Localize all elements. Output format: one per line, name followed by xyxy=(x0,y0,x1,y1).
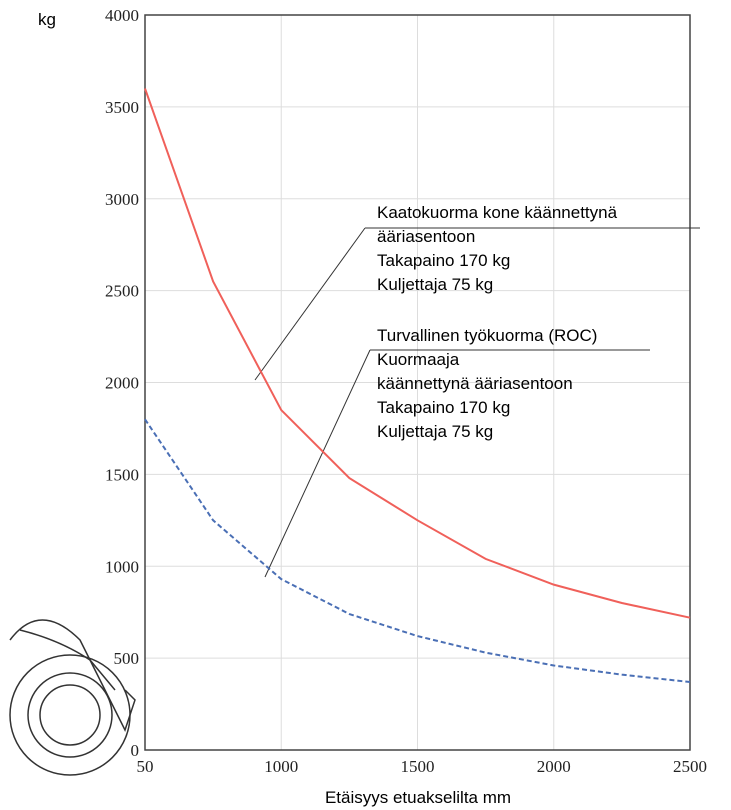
y-tick-label: 1000 xyxy=(105,557,139,576)
annotation: Kuormaaja xyxy=(377,350,460,369)
y-tick-label: 3500 xyxy=(105,98,139,117)
annotation: Takapaino 170 kg xyxy=(377,251,510,270)
machine-illustration xyxy=(9,619,136,776)
y-tick-label: 2000 xyxy=(105,374,139,393)
annotation: Kuljettaja 75 kg xyxy=(377,275,493,294)
y-tick-label: 4000 xyxy=(105,6,139,25)
y-axis-label: kg xyxy=(38,10,56,29)
x-tick-label: 1500 xyxy=(401,757,435,776)
y-tick-label: 500 xyxy=(114,649,140,668)
annotation: Kaatokuorma kone käännettynä xyxy=(377,203,618,222)
y-tick-label: 1500 xyxy=(105,465,139,484)
y-tick-label: 3000 xyxy=(105,190,139,209)
x-tick-label: 50 xyxy=(137,757,154,776)
x-tick-label: 2500 xyxy=(673,757,707,776)
annotation: Kuljettaja 75 kg xyxy=(377,422,493,441)
annotation: Turvallinen työkuorma (ROC) xyxy=(377,326,597,345)
x-tick-label: 2000 xyxy=(537,757,571,776)
annotation: Takapaino 170 kg xyxy=(377,398,510,417)
y-tick-label: 0 xyxy=(131,741,140,760)
x-axis-label: Etäisyys etuakselilta mm xyxy=(325,788,511,807)
series-line xyxy=(144,418,691,684)
leader-line xyxy=(264,349,371,578)
annotation: käännettynä ääriasentoon xyxy=(377,374,573,393)
leader-line xyxy=(254,227,366,381)
y-tick-label: 2500 xyxy=(105,282,139,301)
annotation: ääriasentoon xyxy=(377,227,475,246)
plot-frame xyxy=(144,14,691,751)
series-line xyxy=(144,88,691,619)
x-tick-label: 1000 xyxy=(264,757,298,776)
